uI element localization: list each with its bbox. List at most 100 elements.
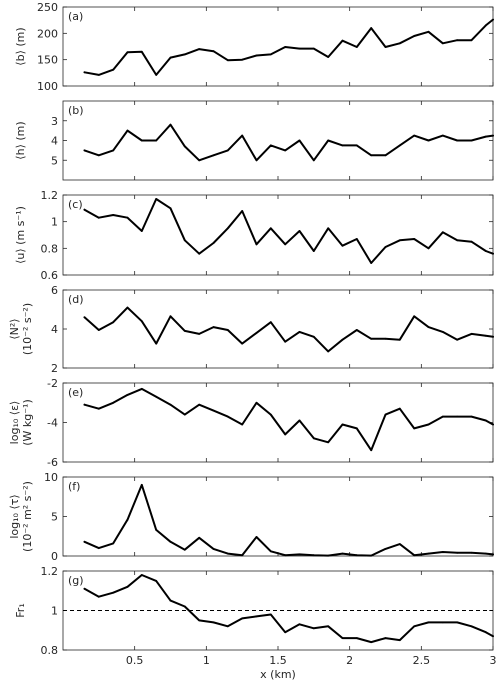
data-point bbox=[112, 321, 115, 324]
data-point bbox=[484, 135, 487, 138]
data-point bbox=[413, 427, 416, 430]
data-point bbox=[255, 243, 258, 246]
data-point bbox=[341, 338, 344, 341]
data-point bbox=[492, 18, 494, 21]
data-point bbox=[126, 585, 129, 588]
y-axis-title: log₁₀ ⟨ε⟩ bbox=[8, 401, 21, 445]
data-point bbox=[169, 123, 172, 126]
y-tick-label: -4 bbox=[47, 417, 58, 430]
data-point bbox=[327, 625, 330, 628]
data-point bbox=[155, 529, 158, 531]
data-point bbox=[384, 337, 387, 340]
y-axis-title: Fr₁ bbox=[14, 603, 27, 617]
data-point bbox=[284, 433, 287, 436]
data-point bbox=[427, 247, 430, 250]
data-point bbox=[226, 415, 229, 418]
data-point bbox=[384, 413, 387, 416]
data-point bbox=[413, 315, 416, 318]
data-point bbox=[298, 553, 301, 556]
data-point bbox=[341, 244, 344, 247]
data-point bbox=[126, 216, 129, 219]
data-point bbox=[370, 27, 373, 29]
data-point bbox=[384, 548, 387, 550]
data-point bbox=[284, 243, 287, 246]
data-point bbox=[97, 154, 100, 157]
data-point bbox=[327, 441, 330, 444]
data-point bbox=[413, 625, 416, 628]
data-point bbox=[456, 39, 459, 42]
data-point bbox=[341, 144, 344, 147]
data-point bbox=[155, 139, 158, 142]
data-point bbox=[312, 437, 315, 440]
data-point bbox=[212, 154, 215, 157]
series-line-g bbox=[83, 574, 494, 644]
data-point bbox=[312, 250, 315, 252]
y-tick-label: 150 bbox=[37, 54, 58, 67]
data-point bbox=[456, 415, 459, 418]
data-point bbox=[97, 329, 100, 331]
data-point bbox=[112, 149, 115, 152]
data-point bbox=[341, 637, 344, 639]
data-point bbox=[97, 595, 100, 598]
x-tick-label: 1 bbox=[203, 654, 210, 667]
data-point bbox=[327, 554, 330, 557]
data-point bbox=[183, 53, 186, 56]
data-point bbox=[384, 637, 387, 639]
data-point bbox=[183, 605, 186, 608]
data-point bbox=[370, 449, 373, 452]
data-point bbox=[341, 39, 344, 42]
series-line-c bbox=[83, 198, 494, 264]
series-line-b bbox=[83, 123, 494, 162]
data-point bbox=[169, 56, 172, 59]
data-point bbox=[126, 51, 129, 54]
data-point bbox=[241, 617, 244, 620]
panel-label: (c) bbox=[68, 198, 83, 211]
axes-frame bbox=[62, 6, 494, 87]
data-point bbox=[427, 30, 430, 33]
data-point bbox=[341, 423, 344, 426]
data-point bbox=[370, 554, 373, 557]
data-point bbox=[198, 333, 201, 335]
panel-label: (b) bbox=[68, 104, 84, 117]
data-point bbox=[198, 252, 201, 255]
data-point bbox=[298, 623, 301, 626]
data-point bbox=[484, 631, 487, 634]
data-point bbox=[441, 415, 444, 418]
y-tick-label: 3 bbox=[51, 115, 58, 128]
y-axis-title: (10⁻² s⁻²) bbox=[21, 303, 34, 355]
data-point bbox=[284, 631, 287, 634]
data-point bbox=[492, 553, 494, 556]
data-point bbox=[327, 227, 330, 230]
data-point bbox=[355, 46, 358, 48]
data-point bbox=[341, 552, 344, 555]
data-point bbox=[413, 554, 416, 557]
data-point bbox=[198, 619, 201, 622]
data-point bbox=[427, 326, 430, 328]
y-tick-label: 0 bbox=[51, 550, 58, 563]
data-point bbox=[140, 139, 143, 142]
series-line-e bbox=[83, 387, 494, 452]
data-point bbox=[269, 550, 272, 553]
data-point bbox=[298, 419, 301, 422]
y-tick-label: 100 bbox=[37, 80, 58, 93]
data-point bbox=[384, 246, 387, 248]
data-point bbox=[155, 74, 158, 76]
data-point bbox=[470, 39, 473, 42]
data-point bbox=[212, 621, 215, 624]
data-point bbox=[484, 419, 487, 422]
data-point bbox=[269, 144, 272, 147]
data-point bbox=[126, 306, 129, 309]
data-point bbox=[83, 316, 86, 319]
data-point bbox=[470, 333, 473, 335]
panel-label: (f) bbox=[68, 480, 80, 493]
y-tick-label: 0.6 bbox=[41, 269, 59, 282]
data-point bbox=[212, 50, 215, 53]
data-point bbox=[241, 423, 244, 426]
data-point bbox=[398, 639, 401, 641]
y-tick-label: 10 bbox=[44, 471, 58, 484]
data-point bbox=[492, 335, 494, 338]
data-point bbox=[269, 321, 272, 324]
data-point bbox=[255, 332, 258, 334]
data-point bbox=[140, 388, 143, 390]
data-point bbox=[470, 625, 473, 628]
